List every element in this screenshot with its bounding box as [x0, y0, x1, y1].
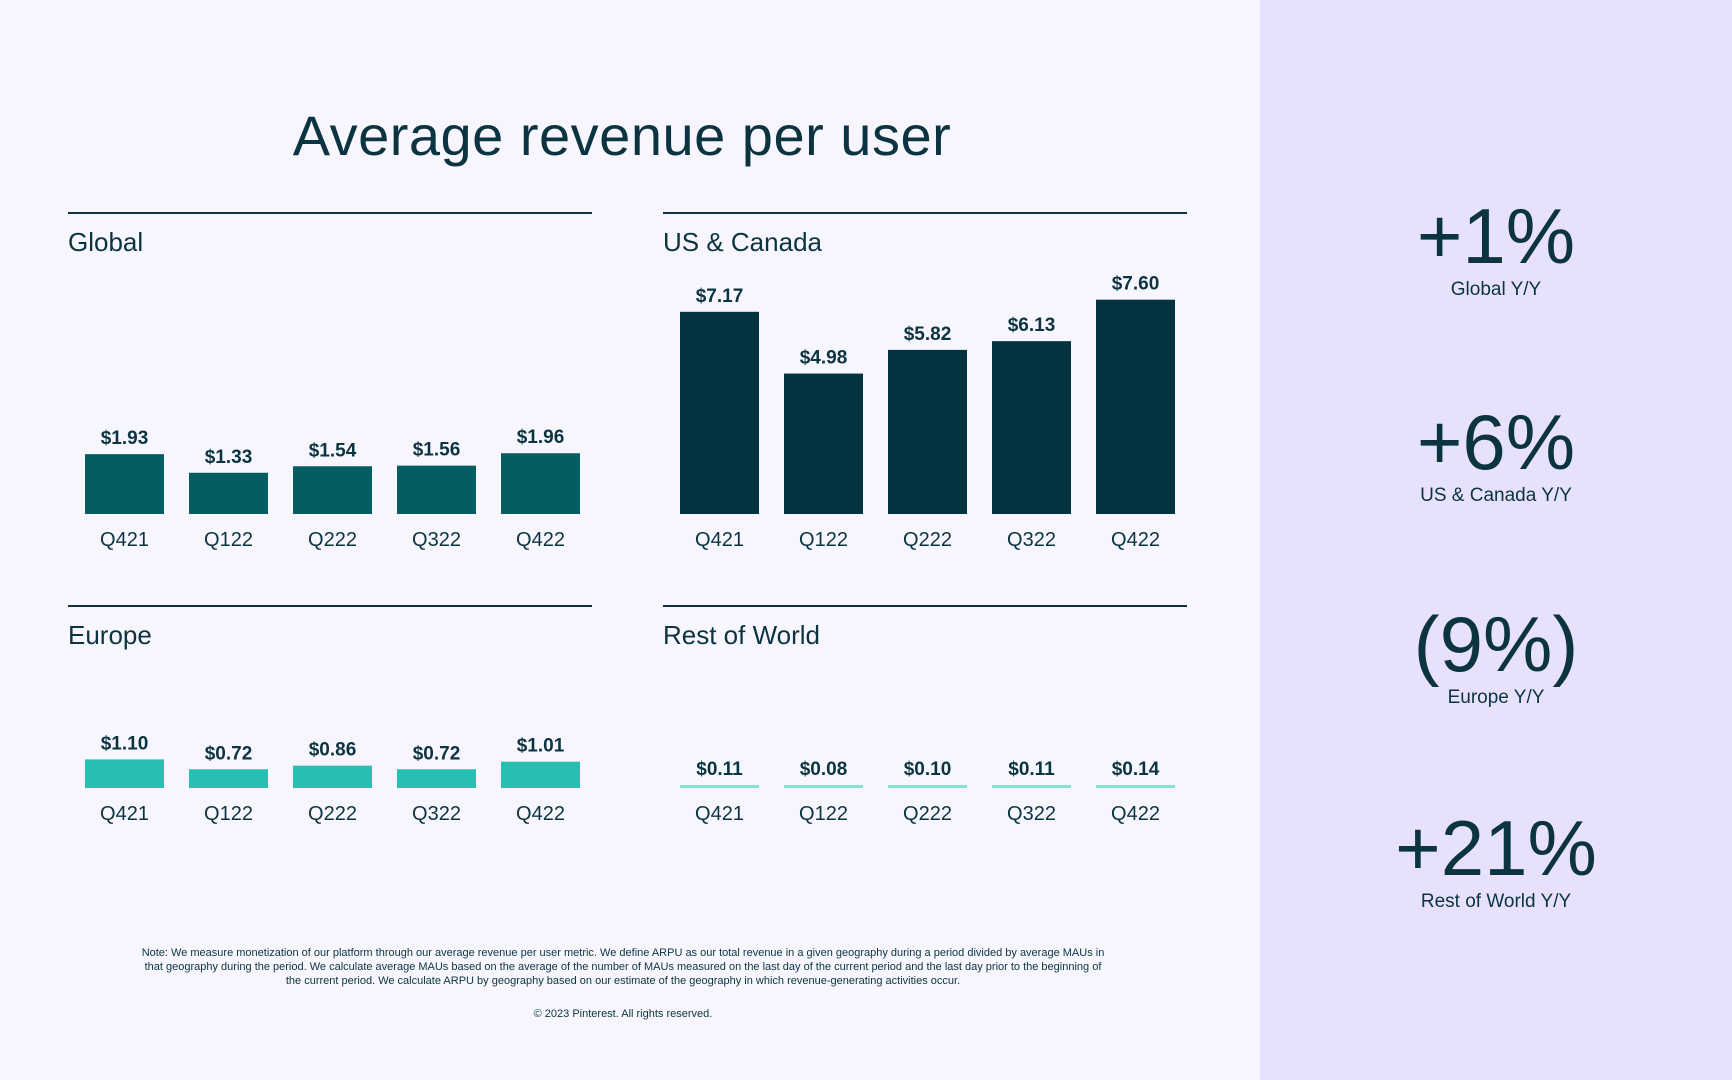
value-label: $1.54: [309, 440, 357, 461]
value-label: $0.08: [800, 759, 848, 780]
bar-q421: [680, 311, 759, 514]
bar-q422: [501, 453, 580, 514]
bar-q322: [992, 341, 1071, 514]
bar-q322: [992, 785, 1071, 788]
category-label: Q422: [1111, 529, 1160, 551]
value-label: $1.33: [205, 447, 253, 468]
chart-global-svg: $1.93 Q421 $1.33 Q122 $1.54 Q222 $1.56 Q322 $1.9…: [85, 427, 580, 551]
value-label: $0.72: [205, 743, 253, 764]
kpi-value: (9%): [1413, 600, 1579, 688]
footnote: Note: We measure monetization of our pla…: [141, 947, 1105, 987]
kpi-global: +1% Global Y/Y: [1260, 196, 1732, 302]
category-label: Q422: [516, 803, 565, 825]
section-rule: [663, 605, 1187, 607]
value-label: $1.10: [101, 733, 149, 754]
kpi-europe: (9%) Europe Y/Y: [1260, 604, 1732, 710]
bar-q222: [293, 466, 372, 514]
chart-title: US & Canada: [663, 227, 822, 257]
bar-q421: [680, 785, 759, 788]
value-label: $0.11: [696, 759, 743, 780]
category-label: Q422: [516, 529, 565, 551]
value-label: $1.93: [101, 428, 149, 449]
value-label: $6.13: [1008, 315, 1056, 336]
yoy-sidebar: [1260, 0, 1732, 1080]
bar-q422: [1096, 785, 1175, 788]
bar-q322: [397, 465, 476, 514]
value-label: $4.98: [800, 348, 848, 369]
chart-title: Europe: [68, 620, 152, 650]
bar-q122: [784, 373, 863, 514]
chart-title: Global: [68, 227, 144, 257]
kpi-label: Global Y/Y: [1450, 279, 1542, 300]
chart-us-canada-svg: $7.17 Q421 $4.98 Q122 $5.82 Q222 $6.13 Q322 $7.6…: [680, 274, 1175, 551]
category-label: Q421: [695, 529, 744, 551]
chart-title: Rest of World: [663, 620, 821, 650]
category-label: Q421: [695, 803, 744, 825]
category-label: Q122: [799, 529, 848, 551]
copyright: © 2023 Pinterest. All rights reserved.: [533, 1008, 713, 1020]
kpi-rest-of-world: +21% Rest of World Y/Y: [1260, 808, 1732, 914]
bar-q421: [85, 759, 164, 788]
kpi-label: Europe Y/Y: [1447, 687, 1545, 708]
section-rule: [663, 212, 1187, 214]
value-label: $7.17: [696, 286, 744, 307]
bar-q322: [397, 769, 476, 788]
category-label: Q122: [204, 529, 253, 551]
page-title: Average revenue per user: [0, 96, 1240, 176]
kpi-label: US & Canada Y/Y: [1420, 485, 1572, 506]
category-label: Q422: [1111, 803, 1160, 825]
page-title-text: Average revenue per user: [292, 104, 952, 167]
section-rule: [68, 212, 592, 214]
category-label: Q322: [1007, 803, 1056, 825]
kpi-value: +21%: [1395, 804, 1597, 892]
bar-q122: [189, 769, 268, 788]
kpi-value: +6%: [1416, 398, 1576, 486]
chart-europe-svg: $1.10 Q421 $0.72 Q122 $0.86 Q222 $0.72 Q322 $1.0…: [85, 733, 580, 825]
bar-q122: [784, 785, 863, 788]
kpi-us-canada: +6% US & Canada Y/Y: [1260, 402, 1732, 508]
category-label: Q122: [799, 803, 848, 825]
category-label: Q322: [1007, 529, 1056, 551]
bar-q422: [501, 761, 580, 788]
value-label: $0.11: [1008, 759, 1055, 780]
value-label: $1.01: [517, 736, 565, 757]
value-label: $5.82: [904, 324, 952, 345]
value-label: $0.72: [413, 743, 461, 764]
value-label: $0.14: [1112, 759, 1160, 780]
category-label: Q322: [412, 803, 461, 825]
value-label: $1.96: [517, 427, 565, 448]
bar-q421: [85, 454, 164, 514]
value-label: $0.86: [309, 740, 357, 761]
bar-q122: [189, 472, 268, 514]
main-area: [0, 0, 1260, 1080]
chart-rest-of-world-svg: $0.11 Q421 $0.08 Q122 $0.10 Q222 $0.11 Q322 $0.1…: [680, 759, 1175, 825]
bar-q222: [888, 349, 967, 514]
category-label: Q222: [308, 529, 357, 551]
category-label: Q222: [903, 529, 952, 551]
bar-q222: [293, 765, 372, 788]
category-label: Q222: [903, 803, 952, 825]
category-label: Q222: [308, 803, 357, 825]
value-label: $1.56: [413, 440, 461, 461]
section-rule: [68, 605, 592, 607]
value-label: $0.10: [904, 759, 952, 780]
category-label: Q421: [100, 529, 149, 551]
category-label: Q421: [100, 803, 149, 825]
kpi-label: Rest of World Y/Y: [1420, 891, 1572, 912]
bar-q422: [1096, 299, 1175, 514]
category-label: Q322: [412, 529, 461, 551]
kpi-value: +1%: [1416, 192, 1576, 280]
category-label: Q122: [204, 803, 253, 825]
value-label: $7.60: [1112, 274, 1160, 295]
bar-q222: [888, 785, 967, 788]
